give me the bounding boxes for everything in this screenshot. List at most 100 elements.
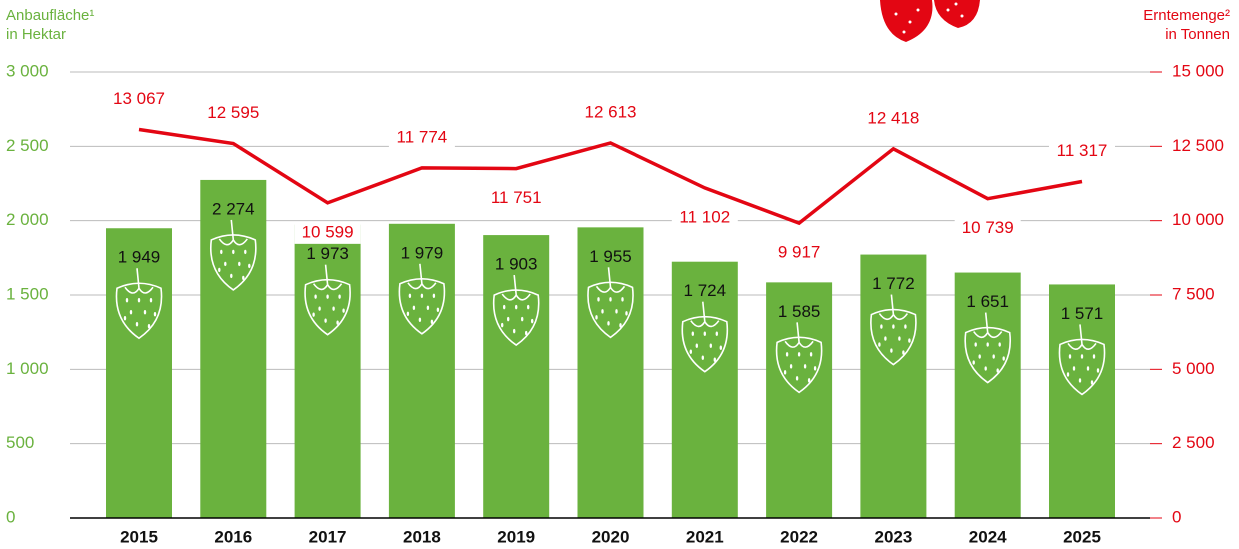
strawberry-seed	[625, 311, 627, 315]
strawberry-seed	[501, 323, 503, 327]
y-tick-label: 2 000	[6, 210, 49, 229]
strawberry-seed	[607, 321, 609, 325]
strawberry-seed	[515, 305, 517, 309]
strawberry-seed	[720, 345, 722, 349]
strawberry-seed	[332, 306, 334, 310]
strawberry-seed	[904, 324, 906, 328]
strawberry-seed	[232, 250, 234, 254]
bar-value-label: 1 949	[118, 248, 161, 267]
strawberry-seed	[985, 366, 987, 370]
x-tick-label: 2023	[874, 527, 912, 546]
strawberry-seed	[796, 376, 798, 380]
line-value-label: 11 774	[397, 127, 448, 146]
y2-axis-title: Erntemenge²	[1143, 7, 1230, 24]
y-tick-label: 2 500	[6, 136, 49, 155]
bar-value-label: 1 973	[306, 244, 349, 263]
line-value-label: 11 751	[491, 188, 542, 207]
strawberry-seed	[413, 306, 415, 310]
strawberry-seed	[814, 366, 816, 370]
strawberry-seed	[244, 250, 246, 254]
line-value-label: 13 067	[113, 89, 165, 108]
line-value-label: 11 102	[679, 207, 730, 226]
strawberry-seed	[136, 322, 138, 326]
strawberry-seed	[521, 317, 523, 321]
strawberry-seed	[342, 308, 344, 312]
strawberry-seed	[993, 354, 995, 358]
strawberry-seed	[692, 331, 694, 335]
strawberry-seed	[220, 250, 222, 254]
strawberry-seed	[503, 305, 505, 309]
strawberry-seed	[144, 310, 146, 314]
bar-value-label: 2 274	[212, 199, 255, 218]
strawberry-seed	[621, 297, 623, 301]
y2-tick-label: 12 500	[1172, 136, 1224, 155]
y-tick-label: 1 000	[6, 359, 49, 378]
bar	[860, 255, 926, 518]
decoration-strawberries	[880, 0, 980, 42]
bar-value-label: 1 585	[778, 302, 821, 321]
strawberry-seed	[407, 312, 409, 316]
line-value-label: 10 739	[962, 218, 1014, 237]
bar-value-label: 1 955	[589, 247, 632, 266]
strawberry-seed	[130, 310, 132, 314]
line	[139, 129, 1082, 223]
bar-value-label: 1 651	[966, 292, 1009, 311]
strawberry-seed	[126, 298, 128, 302]
y2-tick-label: 7 500	[1172, 284, 1215, 303]
strawberry-seed	[1069, 354, 1071, 358]
strawberry-seed	[784, 370, 786, 374]
strawberry-seed	[595, 315, 597, 319]
strawberry-seed	[513, 329, 515, 333]
strawberry-seed	[892, 324, 894, 328]
strawberry-seed	[597, 297, 599, 301]
x-tick-label: 2017	[309, 527, 347, 546]
strawberry-seed	[1081, 354, 1083, 358]
line-value-label: 12 613	[585, 102, 637, 121]
strawberry-seed	[804, 364, 806, 368]
strawberry-seed	[531, 319, 533, 323]
strawberry-seed	[238, 262, 240, 266]
y2-axis-title: in Tonnen	[1165, 26, 1230, 43]
x-tick-label: 2016	[214, 527, 252, 546]
line-value-label: 11 317	[1057, 141, 1108, 160]
bar	[295, 225, 361, 518]
line-value-label: 9 917	[778, 243, 821, 262]
strawberry-seed	[314, 294, 316, 298]
strawberry-seed	[979, 354, 981, 358]
x-tick-label: 2025	[1063, 527, 1101, 546]
strawberry-seed	[601, 309, 603, 313]
strawberry-seed	[898, 336, 900, 340]
strawberry-seed	[248, 264, 250, 268]
strawberry-seed	[714, 357, 716, 361]
strawberry-seed	[427, 306, 429, 310]
y-tick-label: 3 000	[6, 61, 49, 80]
bar	[106, 228, 172, 518]
strawberry-seed	[1073, 366, 1075, 370]
strawberry-seed	[609, 297, 611, 301]
strawberry-seed	[419, 318, 421, 322]
strawberry-seed	[902, 350, 904, 354]
strawberry-seed	[242, 276, 244, 280]
strawberry-seed	[124, 316, 126, 320]
strawberry-seed	[690, 349, 692, 353]
strawberry-seed	[790, 364, 792, 368]
y2-tick-label: 0	[1172, 507, 1181, 526]
y-axis-title: Anbaufläche¹	[6, 7, 94, 24]
y-axis-title: in Hektar	[6, 26, 66, 43]
strawberry-seed	[527, 305, 529, 309]
bar-value-label: 1 903	[495, 255, 538, 274]
x-tick-label: 2022	[780, 527, 818, 546]
strawberry-seed	[433, 294, 435, 298]
strawberry-seed	[619, 323, 621, 327]
strawberry-seed	[975, 342, 977, 346]
strawberry-seed	[437, 308, 439, 312]
bar-value-label: 1 571	[1061, 304, 1104, 323]
strawberry-seed	[696, 343, 698, 347]
strawberry-seed	[324, 318, 326, 322]
strawberry-seed	[150, 298, 152, 302]
strawberry-seed	[409, 294, 411, 298]
strawberry-seed	[312, 312, 314, 316]
strawberry-seed	[1093, 354, 1095, 358]
x-tick-label: 2024	[969, 527, 1007, 546]
strawberry-seed	[148, 324, 150, 328]
